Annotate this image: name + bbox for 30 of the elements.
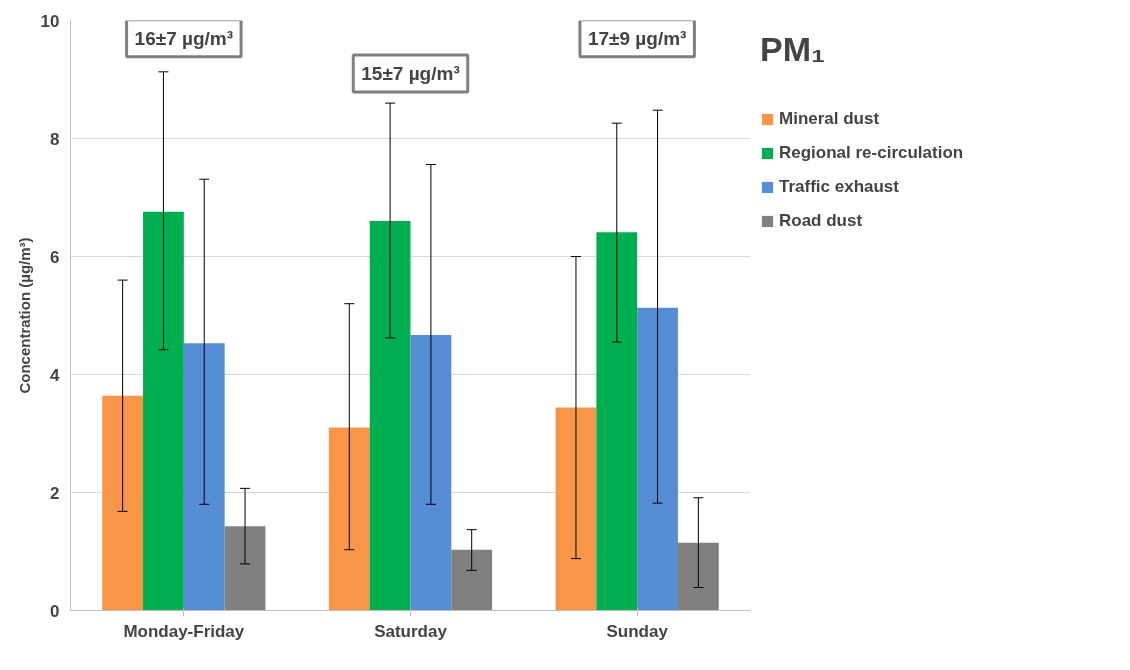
annotation: 17±9 µg/m³ xyxy=(587,27,687,49)
legend-title: PM₁ xyxy=(760,30,827,69)
bar xyxy=(328,427,370,611)
x-tick-label: Saturday xyxy=(374,621,448,641)
x-tick-label: Sunday xyxy=(606,621,669,641)
bar xyxy=(369,221,411,611)
legend-label: Road dust xyxy=(779,211,863,231)
annotation: 15±7 µg/m³ xyxy=(361,63,460,85)
bar xyxy=(451,549,493,611)
bar xyxy=(183,343,225,611)
bar xyxy=(224,526,266,611)
annotation: 16±7 µg/m³ xyxy=(134,27,234,49)
bar xyxy=(637,307,678,611)
y-tick-label: 6 xyxy=(50,247,60,267)
y-tick-label: 4 xyxy=(50,365,61,385)
bar xyxy=(410,334,452,611)
legend-label: Mineral dust xyxy=(779,109,880,129)
legend-label: Traffic exhaust xyxy=(779,177,899,197)
y-axis-title: Concentration (µg/m³) xyxy=(15,237,33,394)
bar xyxy=(555,407,597,611)
x-tick-label: Monday-Friday xyxy=(123,621,245,641)
y-tick-label: 2 xyxy=(50,483,60,503)
bar xyxy=(102,395,144,611)
y-tick-label: 10 xyxy=(40,11,60,31)
legend-label: Regional re-circulation xyxy=(779,143,964,163)
y-tick-label: 0 xyxy=(50,601,60,621)
bar xyxy=(677,542,719,611)
y-tick-label: 8 xyxy=(50,129,60,149)
bar xyxy=(143,211,184,611)
bar xyxy=(596,232,638,611)
